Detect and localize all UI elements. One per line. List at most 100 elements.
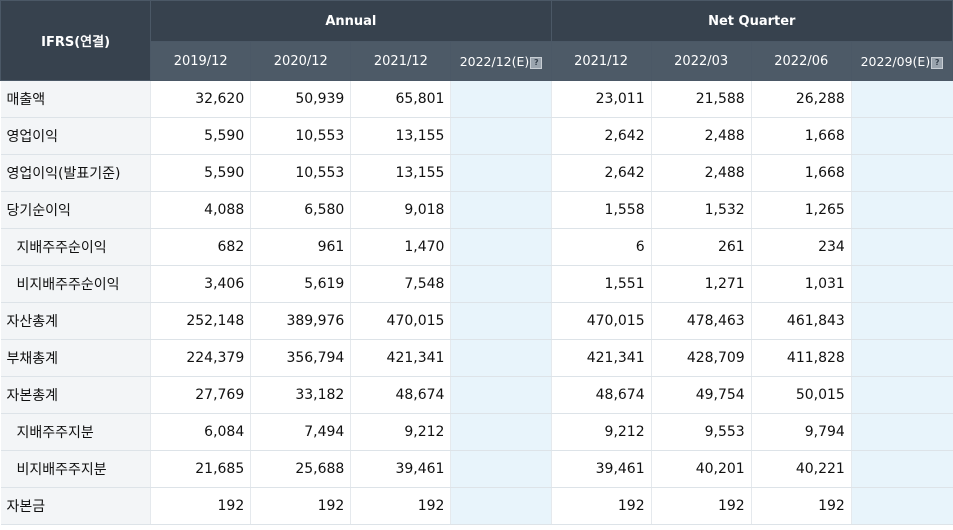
quarter-value-cell: 9,794 bbox=[750, 413, 852, 451]
quarter-value-cell: 1,031 bbox=[750, 265, 852, 303]
table-row: 지배주주지분 6,084 7,494 9,212 9,212 9,553 9,794 bbox=[0, 413, 953, 451]
quarter-value-cell: 470,015 bbox=[550, 302, 652, 340]
quarter-value-cell: 49,754 bbox=[650, 376, 752, 414]
quarter-value-cell: 2,488 bbox=[650, 117, 752, 155]
annual-value-cell: 470,015 bbox=[350, 302, 451, 340]
quarter-estimate-cell bbox=[850, 265, 953, 303]
table-row: 영업이익 5,590 10,553 13,155 2,642 2,488 1,668 bbox=[0, 117, 953, 155]
annual-estimate-cell bbox=[450, 191, 552, 229]
row-label: 영업이익 bbox=[0, 117, 151, 155]
annual-value-cell: 13,155 bbox=[350, 117, 451, 155]
annual-value-cell: 39,461 bbox=[350, 450, 451, 488]
quarter-estimate-header: 2022/09(E)? bbox=[850, 41, 953, 81]
annual-value-cell: 21,685 bbox=[150, 450, 251, 488]
annual-value-cell: 224,379 bbox=[150, 339, 251, 377]
quarter-value-cell: 1,558 bbox=[550, 191, 652, 229]
quarter-value-cell: 461,843 bbox=[750, 302, 852, 340]
annual-value-cell: 682 bbox=[150, 228, 251, 266]
annual-estimate-cell bbox=[450, 80, 552, 118]
annual-value-cell: 5,619 bbox=[250, 265, 351, 303]
annual-value-cell: 13,155 bbox=[350, 154, 451, 192]
quarter-value-cell: 48,674 bbox=[550, 376, 652, 414]
quarter-estimate-cell bbox=[850, 228, 953, 266]
quarter-estimate-cell bbox=[850, 80, 953, 118]
row-label: 당기순이익 bbox=[0, 191, 151, 229]
row-label: 비지배주주순이익 bbox=[0, 265, 151, 303]
annual-value-cell: 6,084 bbox=[150, 413, 251, 451]
row-label: 자본금 bbox=[0, 487, 151, 525]
help-icon[interactable]: ? bbox=[931, 56, 944, 69]
quarter-value-cell: 428,709 bbox=[650, 339, 752, 377]
quarter-period-header: 2022/06 bbox=[750, 41, 852, 81]
quarter-estimate-cell bbox=[850, 117, 953, 155]
quarter-estimate-cell bbox=[850, 413, 953, 451]
row-label: 영업이익(발표기준) bbox=[0, 154, 151, 192]
annual-value-cell: 1,470 bbox=[350, 228, 451, 266]
annual-value-cell: 961 bbox=[250, 228, 351, 266]
quarter-value-cell: 411,828 bbox=[750, 339, 852, 377]
annual-value-cell: 7,494 bbox=[250, 413, 351, 451]
quarter-value-cell: 2,488 bbox=[650, 154, 752, 192]
quarter-value-cell: 2,642 bbox=[550, 117, 652, 155]
ifrs-label-header: IFRS(연결) bbox=[0, 0, 152, 81]
annual-value-cell: 4,088 bbox=[150, 191, 251, 229]
quarter-value-cell: 50,015 bbox=[750, 376, 852, 414]
quarter-period-header: 2022/03 bbox=[650, 41, 752, 81]
quarter-value-cell: 9,553 bbox=[650, 413, 752, 451]
quarter-estimate-cell bbox=[850, 154, 953, 192]
quarter-value-cell: 1,271 bbox=[650, 265, 752, 303]
quarter-estimate-cell bbox=[850, 191, 953, 229]
annual-value-cell: 50,939 bbox=[250, 80, 351, 118]
table-row: 자본금 192 192 192 192 192 192 bbox=[0, 487, 953, 525]
annual-estimate-cell bbox=[450, 450, 552, 488]
quarter-value-cell: 26,288 bbox=[750, 80, 852, 118]
annual-period-header: 2021/12 bbox=[350, 41, 452, 81]
quarter-value-cell: 1,551 bbox=[550, 265, 652, 303]
annual-estimate-cell bbox=[450, 376, 552, 414]
quarter-value-cell: 9,212 bbox=[550, 413, 652, 451]
annual-estimate-cell bbox=[450, 413, 552, 451]
annual-value-cell: 10,553 bbox=[250, 154, 351, 192]
quarter-value-cell: 192 bbox=[750, 487, 852, 525]
annual-value-cell: 9,212 bbox=[350, 413, 451, 451]
quarter-estimate-cell bbox=[850, 302, 953, 340]
annual-value-cell: 192 bbox=[150, 487, 251, 525]
annual-value-cell: 65,801 bbox=[350, 80, 451, 118]
quarter-value-cell: 478,463 bbox=[650, 302, 752, 340]
quarter-value-cell: 6 bbox=[550, 228, 652, 266]
annual-value-cell: 192 bbox=[350, 487, 451, 525]
annual-estimate-cell bbox=[450, 487, 552, 525]
table-row: 자본총계 27,769 33,182 48,674 48,674 49,754 50,015 bbox=[0, 376, 953, 414]
row-label: 자본총계 bbox=[0, 376, 151, 414]
annual-value-cell: 389,976 bbox=[250, 302, 351, 340]
row-label: 부채총계 bbox=[0, 339, 151, 377]
quarter-period-header: 2021/12 bbox=[550, 41, 652, 81]
quarter-value-cell: 40,201 bbox=[650, 450, 752, 488]
table-row: 지배주주순이익 682 961 1,470 6 261 234 bbox=[0, 228, 953, 266]
quarter-value-cell: 23,011 bbox=[550, 80, 652, 118]
quarter-value-cell: 40,221 bbox=[750, 450, 852, 488]
net-quarter-header: Net Quarter bbox=[550, 0, 953, 42]
row-label: 지배주주순이익 bbox=[0, 228, 151, 266]
table-row: 자산총계 252,148 389,976 470,015 470,015 478,463 4… bbox=[0, 302, 953, 340]
table-row: 매출액 32,620 50,939 65,801 23,011 21,588 26,288 bbox=[0, 80, 953, 118]
table-row: 부채총계 224,379 356,794 421,341 421,341 428,709 4… bbox=[0, 339, 953, 377]
help-icon[interactable]: ? bbox=[530, 56, 543, 69]
quarter-value-cell: 192 bbox=[550, 487, 652, 525]
quarter-value-cell: 234 bbox=[750, 228, 852, 266]
annual-value-cell: 421,341 bbox=[350, 339, 451, 377]
quarter-value-cell: 1,668 bbox=[750, 117, 852, 155]
annual-value-cell: 9,018 bbox=[350, 191, 451, 229]
quarter-value-cell: 192 bbox=[650, 487, 752, 525]
annual-header: Annual bbox=[150, 0, 552, 42]
quarter-estimate-cell bbox=[850, 339, 953, 377]
annual-value-cell: 5,590 bbox=[150, 117, 251, 155]
row-label: 자산총계 bbox=[0, 302, 151, 340]
quarter-value-cell: 2,642 bbox=[550, 154, 652, 192]
annual-estimate-cell bbox=[450, 117, 552, 155]
table-body: 매출액 32,620 50,939 65,801 23,011 21,588 26,288 영… bbox=[0, 80, 953, 525]
annual-value-cell: 192 bbox=[250, 487, 351, 525]
annual-estimate-cell bbox=[450, 339, 552, 377]
table-row: 비지배주주순이익 3,406 5,619 7,548 1,551 1,271 1,031 bbox=[0, 265, 953, 303]
